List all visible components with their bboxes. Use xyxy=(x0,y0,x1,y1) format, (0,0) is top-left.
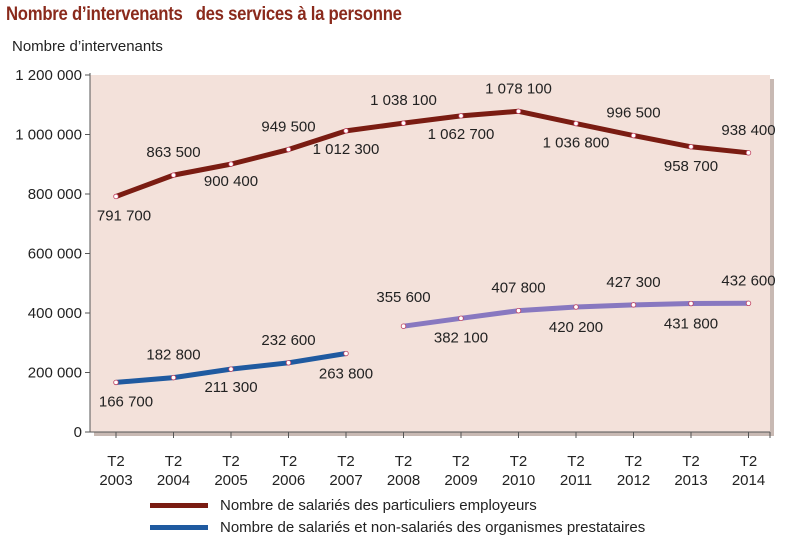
data-label-prestataires: 232 600 xyxy=(261,332,315,349)
data-point-prestataires xyxy=(170,374,177,381)
y-tick-label: 600 000 xyxy=(28,246,82,263)
data-label-particuliers: 996 500 xyxy=(606,105,660,122)
data-label-prestataires: 182 800 xyxy=(146,347,200,364)
data-point-prestataires xyxy=(400,323,407,329)
data-point-particuliers xyxy=(458,113,464,119)
data-point-prestataires xyxy=(458,315,464,322)
data-point-particuliers xyxy=(113,193,119,200)
data-point-particuliers xyxy=(630,132,637,139)
data-point-prestataires xyxy=(630,302,637,308)
data-point-particuliers xyxy=(573,120,579,127)
data-label-prestataires: 431 800 xyxy=(664,316,718,333)
data-label-prestataires: 211 300 xyxy=(204,379,257,396)
data-point-prestataires xyxy=(228,366,234,372)
data-point-prestataires xyxy=(573,304,579,310)
data-label-particuliers: 1 036 800 xyxy=(543,135,610,152)
x-tick-label-year: 2006 xyxy=(272,472,305,489)
x-tick-label-quarter: T2 xyxy=(222,453,240,470)
data-point-particuliers xyxy=(400,120,407,126)
data-label-particuliers: 949 500 xyxy=(261,119,315,136)
data-label-prestataires: 355 600 xyxy=(376,289,430,306)
data-point-prestataires xyxy=(113,379,119,386)
y-tick-label: 200 000 xyxy=(28,365,82,382)
y-axis-label: Nombre d’intervenants xyxy=(12,38,163,55)
data-point-prestataires xyxy=(745,300,752,307)
x-tick-label-year: 2013 xyxy=(674,472,707,489)
data-point-prestataires xyxy=(515,307,522,314)
x-tick-label-year: 2009 xyxy=(444,472,477,489)
data-point-particuliers xyxy=(515,108,522,114)
x-tick-label-year: 2014 xyxy=(732,472,765,489)
x-tick-label-year: 2010 xyxy=(502,472,535,489)
data-label-prestataires: 432 600 xyxy=(721,272,775,289)
legend-swatch-particuliers xyxy=(150,502,208,508)
data-label-particuliers: 1 038 100 xyxy=(370,92,437,109)
x-tick-label-year: 2005 xyxy=(214,472,247,489)
x-tick-label-quarter: T2 xyxy=(452,453,470,470)
data-label-particuliers: 863 500 xyxy=(146,144,200,161)
x-tick-label-quarter: T2 xyxy=(682,453,700,470)
x-tick-label-year: 2003 xyxy=(99,472,132,489)
y-tick-label: 0 xyxy=(74,424,82,441)
legend: Nombre de salariés des particuliers empl… xyxy=(150,494,645,538)
x-tick-label-quarter: T2 xyxy=(107,453,125,470)
data-label-particuliers: 900 400 xyxy=(204,173,258,190)
data-label-prestataires: 407 800 xyxy=(491,280,545,297)
data-point-particuliers xyxy=(228,161,234,167)
data-label-prestataires: 382 100 xyxy=(434,329,488,346)
x-tick-label-quarter: T2 xyxy=(337,453,355,470)
data-label-particuliers: 938 400 xyxy=(721,122,775,139)
legend-label-particuliers: Nombre de salariés des particuliers empl… xyxy=(220,496,537,514)
x-tick-label-quarter: T2 xyxy=(740,453,758,470)
legend-label-prestataires: Nombre de salariés et non-salariés des o… xyxy=(220,518,646,536)
data-label-particuliers: 791 700 xyxy=(97,207,151,224)
chart-title: Nombre d’intervenants des services à la … xyxy=(6,4,402,25)
data-point-particuliers xyxy=(170,172,177,178)
x-tick-label-quarter: T2 xyxy=(280,453,298,470)
x-tick-label-quarter: T2 xyxy=(625,453,643,470)
x-tick-label-year: 2012 xyxy=(617,472,650,489)
data-point-prestataires xyxy=(343,350,349,357)
data-point-particuliers xyxy=(285,146,292,153)
x-tick-label-quarter: T2 xyxy=(395,453,413,470)
data-label-prestataires: 263 800 xyxy=(319,366,373,383)
data-label-prestataires: 420 200 xyxy=(549,319,603,336)
y-tick-label: 1 200 000 xyxy=(15,67,82,84)
data-label-particuliers: 1 078 100 xyxy=(485,80,552,97)
data-point-prestataires xyxy=(285,360,292,366)
legend-item-prestataires: Nombre de salariés et non-salariés des o… xyxy=(150,516,645,538)
x-tick-label-year: 2008 xyxy=(387,472,420,489)
y-tick-label: 400 000 xyxy=(28,305,82,322)
y-tick-label: 800 000 xyxy=(28,186,82,203)
series-line-particuliers xyxy=(113,108,751,199)
data-label-particuliers: 1 012 300 xyxy=(313,141,380,158)
data-point-particuliers xyxy=(688,144,694,150)
x-tick-label-quarter: T2 xyxy=(510,453,528,470)
x-tick-label-quarter: T2 xyxy=(165,453,183,470)
data-label-prestataires: 427 300 xyxy=(606,274,660,291)
data-point-prestataires xyxy=(688,300,694,307)
data-label-particuliers: 1 062 700 xyxy=(428,126,495,143)
legend-swatch-prestataires xyxy=(150,524,208,530)
data-label-prestataires: 166 700 xyxy=(99,393,153,410)
x-tick-label-year: 2004 xyxy=(157,472,190,489)
data-point-particuliers xyxy=(745,150,752,156)
x-tick-label-year: 2011 xyxy=(560,472,592,489)
data-label-particuliers: 958 700 xyxy=(664,158,718,175)
x-tick-label-year: 2007 xyxy=(329,472,362,489)
legend-item-particuliers: Nombre de salariés des particuliers empl… xyxy=(150,494,645,516)
x-tick-label-quarter: T2 xyxy=(567,453,585,470)
data-point-particuliers xyxy=(343,128,349,134)
y-tick-label: 1 000 000 xyxy=(15,127,82,144)
